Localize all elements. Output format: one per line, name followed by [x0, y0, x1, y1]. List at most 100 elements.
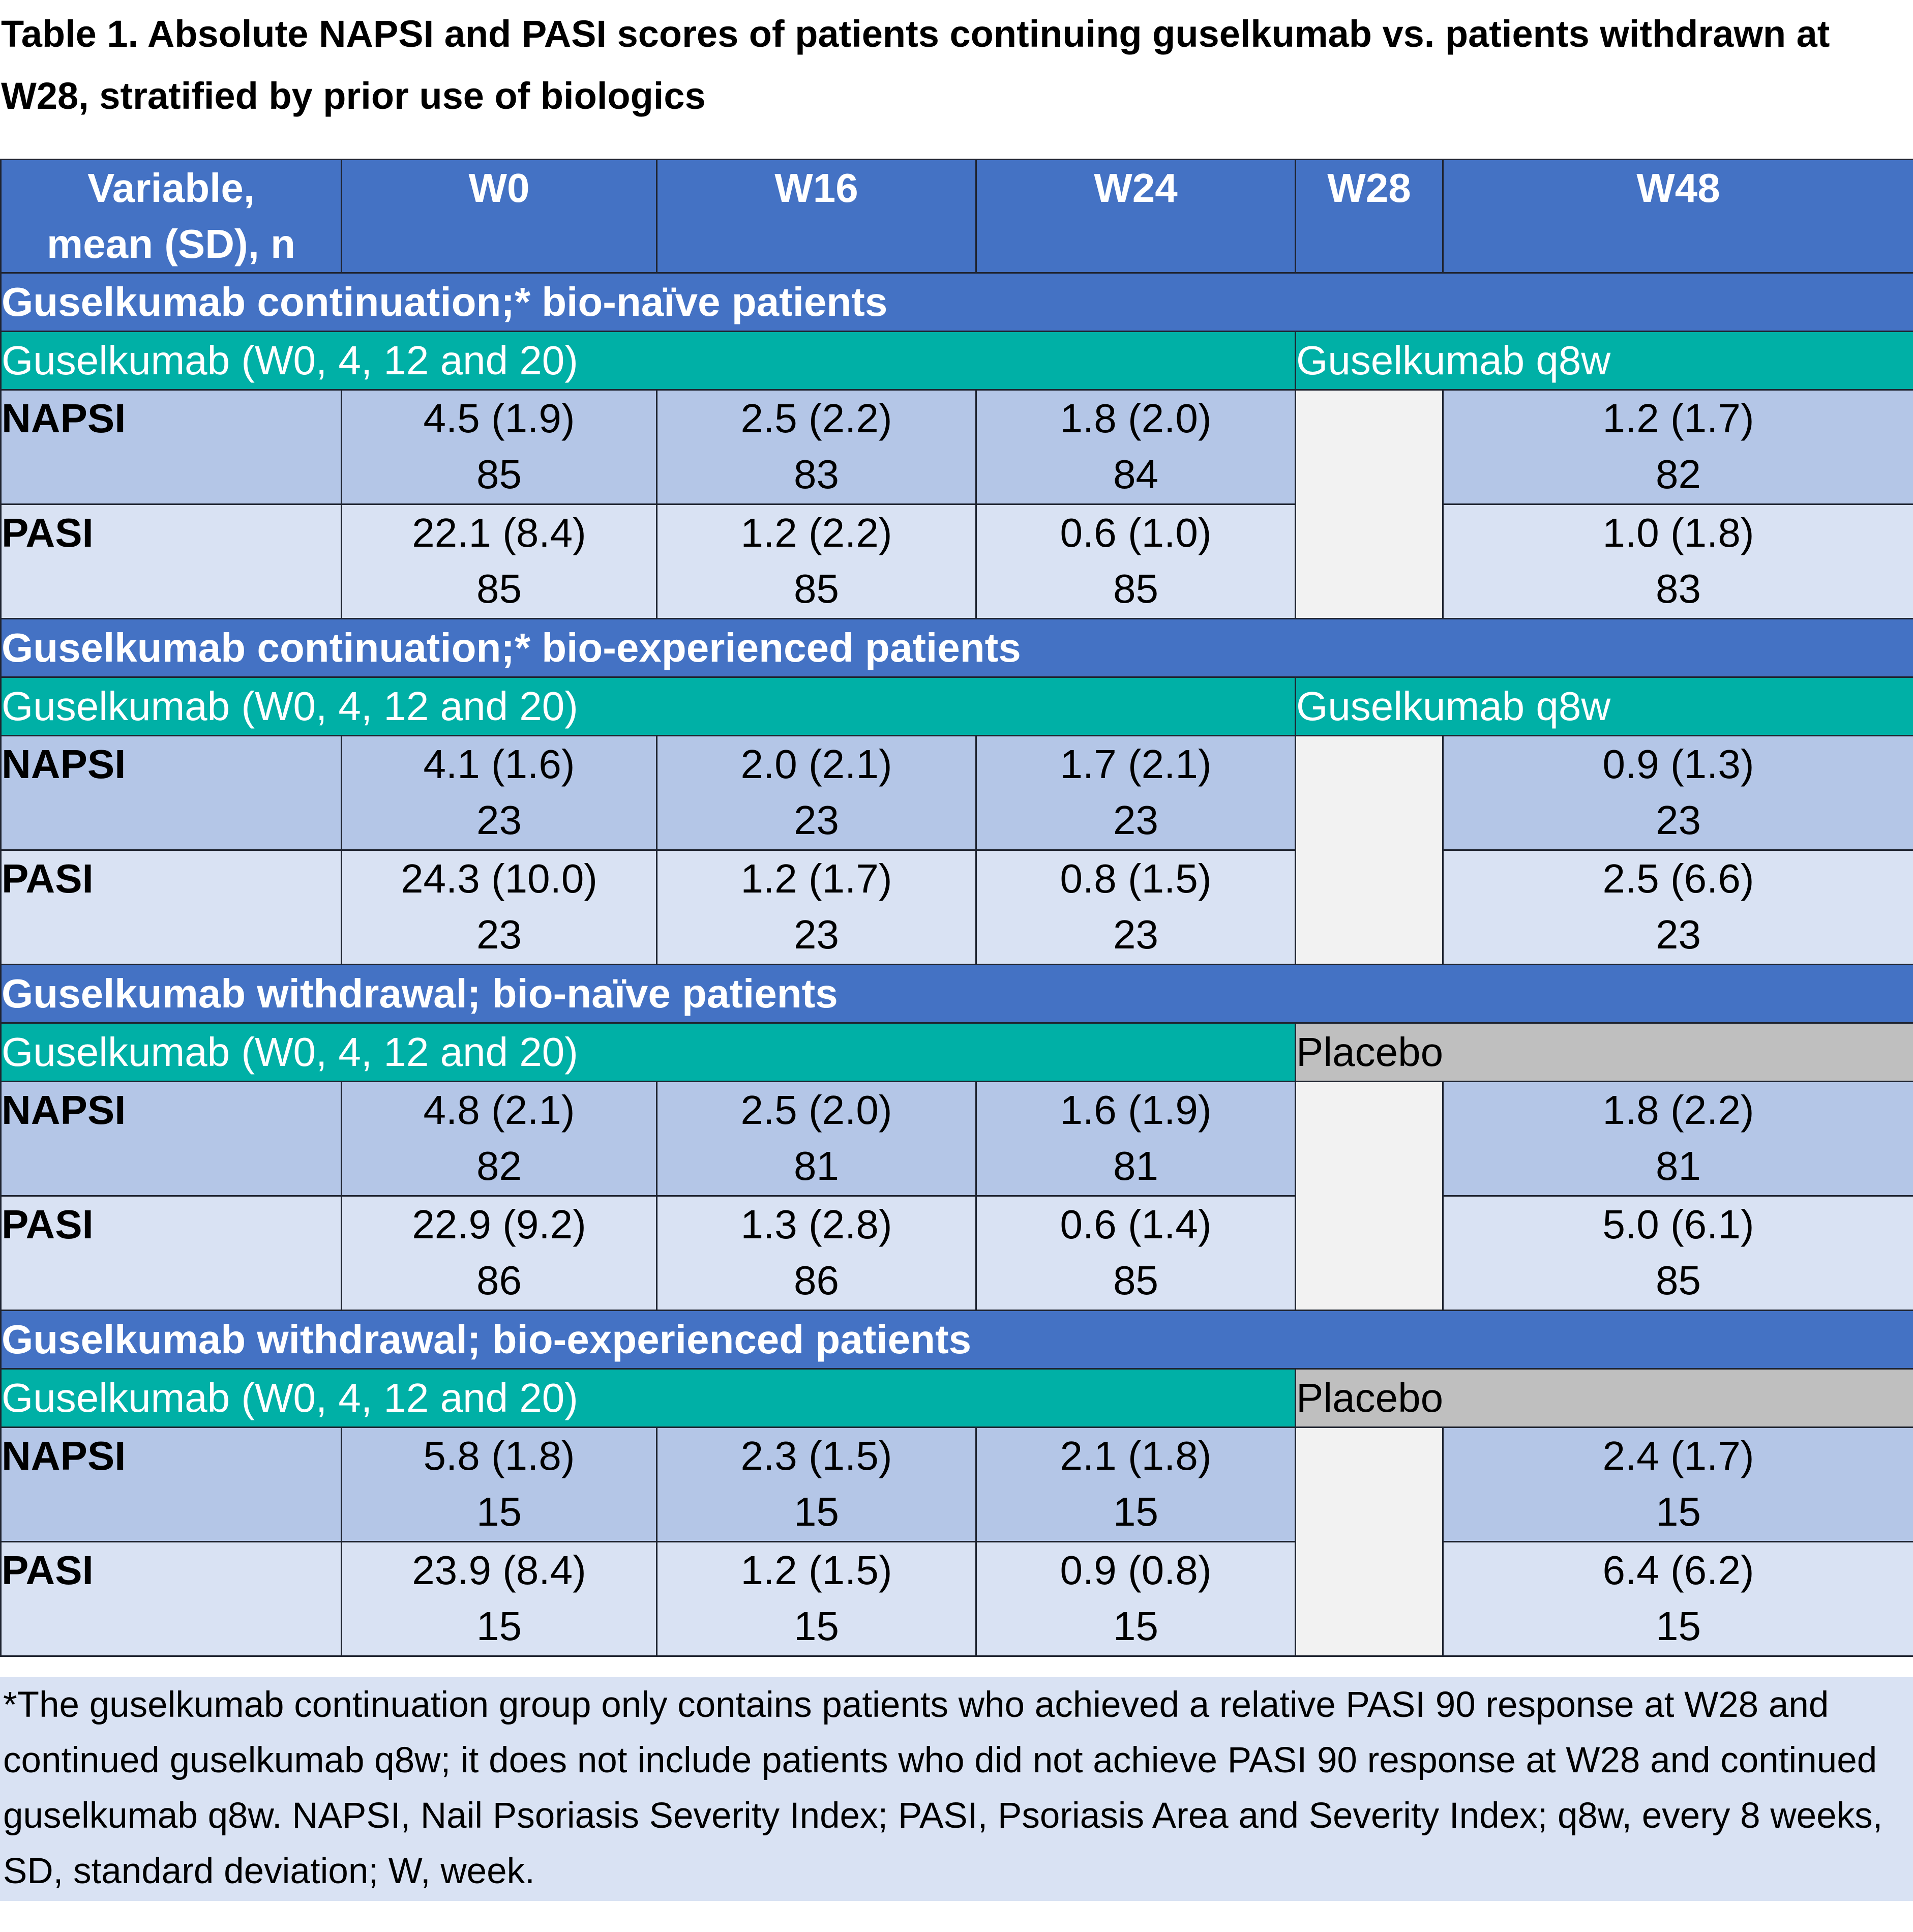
n-value: 86 — [794, 1258, 839, 1303]
value-cell-w16: 1.2 (1.5) 15 — [656, 1541, 977, 1657]
mean-sd-value: 4.5 (1.9) — [423, 396, 575, 441]
treatment-row: Guselkumab (W0, 4, 12 and 20) Placebo — [0, 1022, 1913, 1082]
treatment-induction-label: Guselkumab (W0, 4, 12 and 20) — [0, 1368, 1296, 1428]
treatment-induction-label: Guselkumab (W0, 4, 12 and 20) — [0, 331, 1296, 391]
results-table: Variable, mean (SD), n W0 W16 W24 W28 W4… — [0, 159, 1913, 1657]
value-cell-w24: 1.7 (2.1) 23 — [975, 735, 1296, 851]
value-cell-w0: 22.1 (8.4) 85 — [341, 503, 657, 619]
mean-sd-value: 1.2 (2.2) — [740, 510, 892, 555]
column-header-variable-line2: mean (SD), n — [47, 221, 295, 266]
n-value: 82 — [476, 1143, 522, 1188]
value-cell-w48: 1.8 (2.2) 81 — [1442, 1081, 1913, 1197]
mean-sd-value: 6.4 (6.2) — [1602, 1548, 1754, 1593]
row-label: PASI — [0, 503, 342, 619]
n-value: 85 — [476, 452, 522, 497]
n-value: 83 — [1656, 566, 1701, 611]
column-header-variable-line1: Variable, — [87, 165, 255, 211]
value-cell-w24: 0.6 (1.4) 85 — [975, 1195, 1296, 1311]
table-body: Guselkumab continuation;* bio-naïve pati… — [0, 272, 1913, 1657]
value-cell-w24: 0.6 (1.0) 85 — [975, 503, 1296, 619]
value-cell-w16: 2.5 (2.2) 83 — [656, 389, 977, 505]
section-header: Guselkumab withdrawal; bio-naïve patient… — [0, 964, 1913, 1024]
n-value: 15 — [794, 1603, 839, 1649]
mean-sd-value: 2.5 (2.0) — [740, 1087, 892, 1133]
w28-empty-cell — [1295, 389, 1444, 619]
mean-sd-value: 2.5 (2.2) — [740, 396, 892, 441]
value-cell-w16: 1.2 (1.7) 23 — [656, 849, 977, 965]
value-cell-w24: 1.8 (2.0) 84 — [975, 389, 1296, 505]
n-value: 81 — [1113, 1143, 1158, 1188]
n-value: 23 — [1113, 797, 1158, 843]
n-value: 15 — [1656, 1603, 1701, 1649]
treatment-induction-label: Guselkumab (W0, 4, 12 and 20) — [0, 676, 1296, 736]
column-header-variable: Variable, mean (SD), n — [0, 159, 342, 274]
n-value: 23 — [1113, 912, 1158, 957]
value-cell-w0: 5.8 (1.8) 15 — [341, 1426, 657, 1542]
table-row: NAPSI 5.8 (1.8) 15 2.3 (1.5) 15 2.1 (1.8) 15 2.… — [0, 1426, 1913, 1657]
mean-sd-value: 4.8 (2.1) — [423, 1087, 575, 1133]
n-value: 81 — [1656, 1143, 1701, 1188]
value-cell-w48: 1.0 (1.8) 83 — [1442, 503, 1913, 619]
value-cell-w48: 5.0 (6.1) 85 — [1442, 1195, 1913, 1311]
n-value: 85 — [1113, 566, 1158, 611]
row-label: PASI — [0, 1541, 342, 1657]
mean-sd-value: 22.1 (8.4) — [412, 510, 586, 555]
value-cell-w0: 23.9 (8.4) 15 — [341, 1541, 657, 1657]
mean-sd-value: 1.8 (2.2) — [1602, 1087, 1754, 1133]
mean-sd-value: 0.8 (1.5) — [1060, 856, 1212, 901]
mean-sd-value: 2.0 (2.1) — [740, 741, 892, 787]
n-value: 23 — [1656, 797, 1701, 843]
n-value: 82 — [1656, 452, 1701, 497]
n-value: 15 — [476, 1603, 522, 1649]
w28-empty-cell — [1295, 1081, 1444, 1311]
mean-sd-value: 2.3 (1.5) — [740, 1433, 892, 1478]
w28-empty-cell — [1295, 735, 1444, 965]
table-row: PASI 24.3 (10.0) 23 1.2 (1.7) 23 0.8 (1.5) 23 2… — [0, 849, 1913, 965]
section-header-row: Guselkumab withdrawal; bio-experienced p… — [0, 1310, 1913, 1370]
mean-sd-value: 1.3 (2.8) — [740, 1202, 892, 1247]
value-cell-w24: 0.8 (1.5) 23 — [975, 849, 1296, 965]
mean-sd-value: 23.9 (8.4) — [412, 1548, 586, 1593]
value-cell-w16: 1.2 (2.2) 85 — [656, 503, 977, 619]
n-value: 23 — [794, 797, 839, 843]
n-value: 15 — [1656, 1489, 1701, 1534]
mean-sd-value: 2.5 (6.6) — [1602, 856, 1754, 901]
n-value: 85 — [1113, 1258, 1158, 1303]
value-cell-w0: 4.8 (2.1) 82 — [341, 1081, 657, 1197]
value-cell-w16: 2.3 (1.5) 15 — [656, 1426, 977, 1542]
mean-sd-value: 1.0 (1.8) — [1602, 510, 1754, 555]
n-value: 23 — [476, 797, 522, 843]
n-value: 23 — [794, 912, 839, 957]
mean-sd-value: 0.9 (1.3) — [1602, 741, 1754, 787]
value-cell-w48: 2.4 (1.7) 15 — [1442, 1426, 1913, 1542]
column-header-w24: W24 — [975, 159, 1296, 274]
footnote: *The guselkumab continuation group only … — [0, 1677, 1913, 1901]
treatment-maintenance-label: Guselkumab q8w — [1295, 331, 1913, 391]
mean-sd-value: 5.8 (1.8) — [423, 1433, 575, 1478]
mean-sd-value: 1.2 (1.7) — [740, 856, 892, 901]
treatment-row: Guselkumab (W0, 4, 12 and 20) Guselkumab … — [0, 676, 1913, 736]
row-label: PASI — [0, 849, 342, 965]
value-cell-w16: 1.3 (2.8) 86 — [656, 1195, 977, 1311]
value-cell-w24: 0.9 (0.8) 15 — [975, 1541, 1296, 1657]
mean-sd-value: 1.6 (1.9) — [1060, 1087, 1212, 1133]
n-value: 15 — [476, 1489, 522, 1534]
column-header-w48: W48 — [1442, 159, 1913, 274]
mean-sd-value: 1.8 (2.0) — [1060, 396, 1212, 441]
mean-sd-value: 0.6 (1.4) — [1060, 1202, 1212, 1247]
value-cell-w48: 0.9 (1.3) 23 — [1442, 735, 1913, 851]
mean-sd-value: 5.0 (6.1) — [1602, 1202, 1754, 1247]
mean-sd-value: 2.4 (1.7) — [1602, 1433, 1754, 1478]
table-row: NAPSI 4.8 (2.1) 82 2.5 (2.0) 81 1.6 (1.9) 81 1.… — [0, 1081, 1913, 1311]
table-row: PASI 22.9 (9.2) 86 1.3 (2.8) 86 0.6 (1.4) 85 5.… — [0, 1195, 1913, 1311]
section-header: Guselkumab continuation;* bio-naïve pati… — [0, 272, 1913, 332]
n-value: 23 — [476, 912, 522, 957]
table-row: PASI 23.9 (8.4) 15 1.2 (1.5) 15 0.9 (0.8) 15 6.… — [0, 1541, 1913, 1657]
value-cell-w48: 6.4 (6.2) 15 — [1442, 1541, 1913, 1657]
treatment-row: Guselkumab (W0, 4, 12 and 20) Guselkumab … — [0, 331, 1913, 391]
section-header-row: Guselkumab withdrawal; bio-naïve patient… — [0, 964, 1913, 1024]
section-header: Guselkumab continuation;* bio-experience… — [0, 618, 1913, 678]
column-header-w28: W28 — [1295, 159, 1444, 274]
column-header-w16: W16 — [656, 159, 977, 274]
value-cell-w16: 2.5 (2.0) 81 — [656, 1081, 977, 1197]
